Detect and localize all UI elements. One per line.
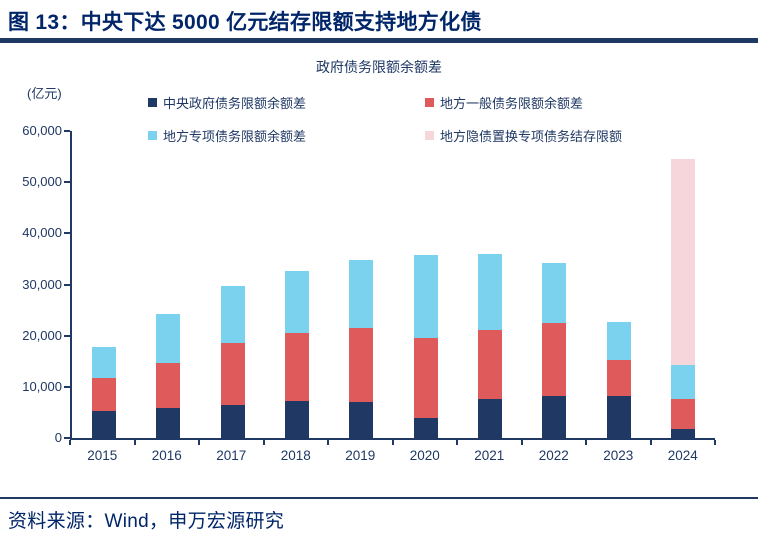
bar-segment [606, 360, 631, 396]
y-tick-mark [64, 181, 70, 184]
y-tick-label: 30,000 [22, 276, 62, 292]
y-tick-label: 0 [54, 430, 62, 445]
legend-item: 中央政府债务限额余额差 [148, 93, 425, 112]
x-axis-label: 2019 [345, 448, 376, 463]
x-axis: 2015 2016 2017 2018 2019 2020 2021 2022 2023 2024 [70, 448, 715, 463]
legend-item: 地方隐债置换专项债务结存限额 [425, 126, 622, 145]
y-tick-label: 60,000 [22, 123, 62, 138]
x-tick-mark [327, 440, 329, 445]
legend-marker [425, 131, 434, 140]
legend-item: 地方专项债务限额余额差 [148, 126, 425, 145]
legend-label: 地方一般债务限额余额差 [440, 96, 584, 111]
bar-segment [92, 377, 117, 412]
legend-item: 地方一般债务限额余额差 [425, 93, 622, 112]
legend: 中央政府债务限额余额差 地方一般债务限额余额差地方专项债务限额余额差 地方隐债置换专… [148, 93, 622, 145]
bar-segment [349, 328, 374, 403]
bar-segment [670, 398, 695, 429]
bar-2018 [285, 131, 310, 438]
bar-2022 [542, 131, 567, 438]
y-tick-mark [64, 437, 70, 439]
y-tick-mark [64, 283, 70, 286]
bar-segment [156, 314, 181, 363]
y-tick-mark [64, 385, 70, 388]
bar-segment [92, 411, 117, 438]
bar-segment [477, 398, 502, 438]
y-tick-mark [64, 130, 70, 132]
x-tick-mark [198, 440, 200, 445]
legend-label: 地方隐债置换专项债务结存限额 [440, 129, 623, 144]
bar-2017 [220, 131, 245, 438]
bar-segment [542, 263, 567, 323]
x-axis-label: 2024 [667, 448, 698, 463]
x-tick-mark [69, 440, 71, 445]
bar-segment [670, 159, 695, 365]
legend-label: 地方专项债务限额余额差 [163, 129, 307, 144]
y-tick-mark [64, 334, 70, 337]
x-axis-label: 2016 [151, 448, 182, 463]
header-underline [0, 38, 758, 43]
bar-segment [413, 338, 438, 418]
y-tick-label: 50,000 [22, 174, 62, 190]
legend-marker [148, 98, 157, 107]
x-axis-label: 2022 [538, 448, 569, 463]
bar-segment [156, 362, 181, 409]
bar-segment [285, 270, 310, 334]
bar-segment [92, 346, 117, 378]
bar-2019 [349, 131, 374, 438]
bar-2024 [670, 131, 695, 438]
figure-title: 图 13：中央下达 5000 亿元结存限额支持地方化债 [8, 11, 482, 34]
bar-segment [542, 396, 567, 438]
y-tick-label: 10,000 [22, 378, 62, 394]
bar-segment [349, 259, 374, 328]
bar-2016 [156, 131, 181, 438]
plot-area [70, 131, 715, 440]
bar-segment [220, 404, 245, 438]
y-tick-label: 40,000 [22, 225, 62, 241]
x-tick-mark [520, 440, 523, 445]
bar-segment [220, 286, 245, 344]
bar-segment [413, 255, 438, 339]
x-axis-label: 2020 [409, 448, 440, 463]
bar-segment [670, 428, 695, 438]
x-axis-label: 2021 [474, 448, 505, 463]
x-tick-mark [714, 440, 716, 445]
bar-segment [477, 330, 502, 399]
x-axis-label: 2018 [280, 448, 311, 463]
x-tick-mark [262, 440, 265, 445]
x-tick-mark [456, 440, 458, 445]
bar-segment [285, 401, 310, 438]
y-tick-label: 20,000 [22, 327, 62, 343]
x-axis-label: 2023 [603, 448, 634, 463]
bar-segment [156, 408, 181, 438]
y-axis-unit-label: (亿元) [27, 86, 62, 101]
bar-segment [477, 253, 502, 331]
bar-segment [285, 333, 310, 402]
legend-marker [148, 131, 157, 140]
x-tick-mark [585, 440, 587, 445]
source-text: 资料来源：Wind，申万宏源研究 [8, 511, 285, 532]
bar-2023 [606, 131, 631, 438]
bar-segment [349, 402, 374, 438]
x-axis-label: 2015 [87, 448, 118, 463]
legend-marker [425, 98, 434, 107]
x-axis-label: 2017 [216, 448, 247, 463]
bar-2020 [413, 131, 438, 438]
footer-divider [0, 497, 758, 499]
x-tick-mark [391, 440, 394, 445]
bar-segment [413, 417, 438, 438]
x-tick-mark [649, 440, 652, 445]
bar-2015 [92, 131, 117, 438]
bar-segment [220, 343, 245, 405]
bar-segment [606, 395, 631, 438]
plot-bars [72, 131, 715, 438]
bar-2021 [477, 131, 502, 438]
bar-segment [670, 364, 695, 399]
y-tick-mark [64, 232, 70, 235]
legend-label: 中央政府债务限额余额差 [163, 96, 307, 111]
bar-segment [542, 322, 567, 397]
x-tick-mark [133, 440, 136, 445]
bar-segment [606, 321, 631, 361]
chart-title: 政府债务限额余额差 [316, 59, 442, 75]
